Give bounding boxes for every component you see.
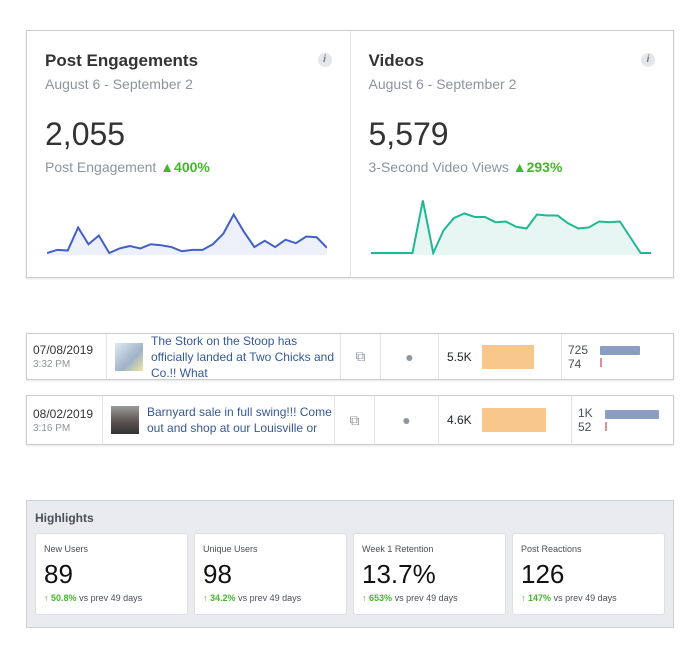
engagement-bar: [604, 409, 659, 419]
globe-icon: ●: [375, 396, 439, 444]
video-sparkline: [370, 200, 651, 255]
arrow-up-icon: ↑: [521, 593, 526, 603]
tile-change: 653%: [369, 593, 393, 603]
arrow-up-icon: ↑: [362, 593, 367, 603]
engagement-sparkline: [47, 212, 327, 255]
tile-change: 34.2%: [210, 593, 236, 603]
reach-bar: [481, 344, 534, 369]
arrow-up-icon: ↑: [203, 593, 208, 603]
tile-compare: vs prev 49 days: [394, 593, 458, 603]
tile-label: Unique Users: [203, 544, 258, 554]
engagement-count: 725: [568, 342, 589, 357]
panel-title: Videos: [368, 51, 424, 70]
post-date: 07/08/2019: [33, 343, 94, 357]
post-date: 08/02/2019: [33, 406, 94, 421]
info-icon[interactable]: i: [641, 53, 655, 67]
insights-card: Post Engagements August 6 - September 2 …: [26, 30, 674, 278]
post-engagements-panel: Post Engagements August 6 - September 2 …: [27, 31, 350, 277]
series-line: [370, 200, 651, 255]
post-thumbnail[interactable]: [111, 406, 139, 434]
panel-title: Post Engagements: [45, 51, 199, 70]
tile-value: 13.7%: [362, 559, 436, 589]
post-text[interactable]: Barnyard sale in full swing!!! Come out …: [147, 405, 332, 435]
tile-label: Week 1 Retention: [362, 544, 434, 554]
engagement-bar: [600, 346, 641, 355]
globe-icon: ●: [381, 334, 439, 379]
tile-value: 89: [44, 559, 73, 589]
reach-value: 5.5K: [447, 349, 472, 364]
engagement-bar-2: [604, 421, 607, 431]
metric-label: 3-Second Video Views: [368, 159, 509, 175]
series-line: [47, 212, 327, 255]
highlight-tile[interactable]: Post Reactions 126 ↑ 147% vs prev 49 day…: [512, 533, 665, 615]
highlights-panel: Highlights New Users 89 ↑ 50.8% vs prev …: [26, 500, 674, 628]
change-up: ▲400%: [160, 159, 210, 175]
engagement-bar-2: [600, 358, 603, 367]
videos-panel: Videos August 6 - September 2 i 5,579 3-…: [349, 31, 674, 277]
reach-value: 4.6K: [447, 413, 472, 427]
date-range: August 6 - September 2: [368, 76, 517, 92]
series-area: [47, 214, 327, 255]
post-row[interactable]: 08/02/2019 3:16 PM Barnyard sale in full …: [26, 395, 674, 445]
post-text[interactable]: The Stork on the Stoop has officially la…: [151, 333, 334, 380]
triangle-up-icon: ▲: [512, 159, 527, 175]
change-up: ▲293%: [512, 159, 563, 175]
post-time: 3:32 PM: [33, 359, 71, 370]
carousel-icon: ⧉: [341, 334, 381, 379]
engagement-count-2: 52: [578, 420, 592, 434]
reach-bar: [481, 408, 546, 432]
arrow-up-icon: ↑: [44, 593, 49, 603]
tile-value: 98: [203, 559, 232, 589]
post-thumbnail[interactable]: [115, 342, 143, 371]
series-area: [370, 200, 651, 255]
tile-label: New Users: [44, 544, 89, 554]
metric-label: Post Engagement: [45, 159, 157, 175]
tile-compare: vs prev 49 days: [553, 593, 617, 603]
carousel-icon: ⧉: [335, 396, 375, 444]
tile-compare: vs prev 49 days: [79, 593, 143, 603]
highlight-tile[interactable]: Unique Users 98 ↑ 34.2% vs prev 49 days: [194, 533, 347, 615]
tile-change: 147%: [528, 593, 552, 603]
post-row[interactable]: 07/08/2019 3:32 PM The Stork on the Stoop…: [26, 333, 674, 380]
engagement-count-2: 74: [568, 356, 582, 371]
highlight-tile[interactable]: Week 1 Retention 13.7% ↑ 653% vs prev 49…: [353, 533, 506, 615]
tile-change: 50.8%: [51, 593, 77, 603]
post-time: 3:16 PM: [33, 422, 71, 434]
highlights-title: Highlights: [35, 511, 94, 525]
engagement-value: 2,055: [45, 116, 126, 152]
tile-compare: vs prev 49 days: [238, 593, 302, 603]
tile-value: 126: [521, 559, 565, 589]
tile-label: Post Reactions: [521, 544, 582, 554]
engagement-count: 1K: [578, 406, 593, 420]
triangle-up-icon: ▲: [160, 159, 175, 175]
video-views-value: 5,579: [368, 116, 449, 152]
date-range: August 6 - September 2: [45, 76, 193, 92]
info-icon[interactable]: i: [317, 53, 332, 67]
highlight-tile[interactable]: New Users 89 ↑ 50.8% vs prev 49 days: [35, 533, 188, 615]
